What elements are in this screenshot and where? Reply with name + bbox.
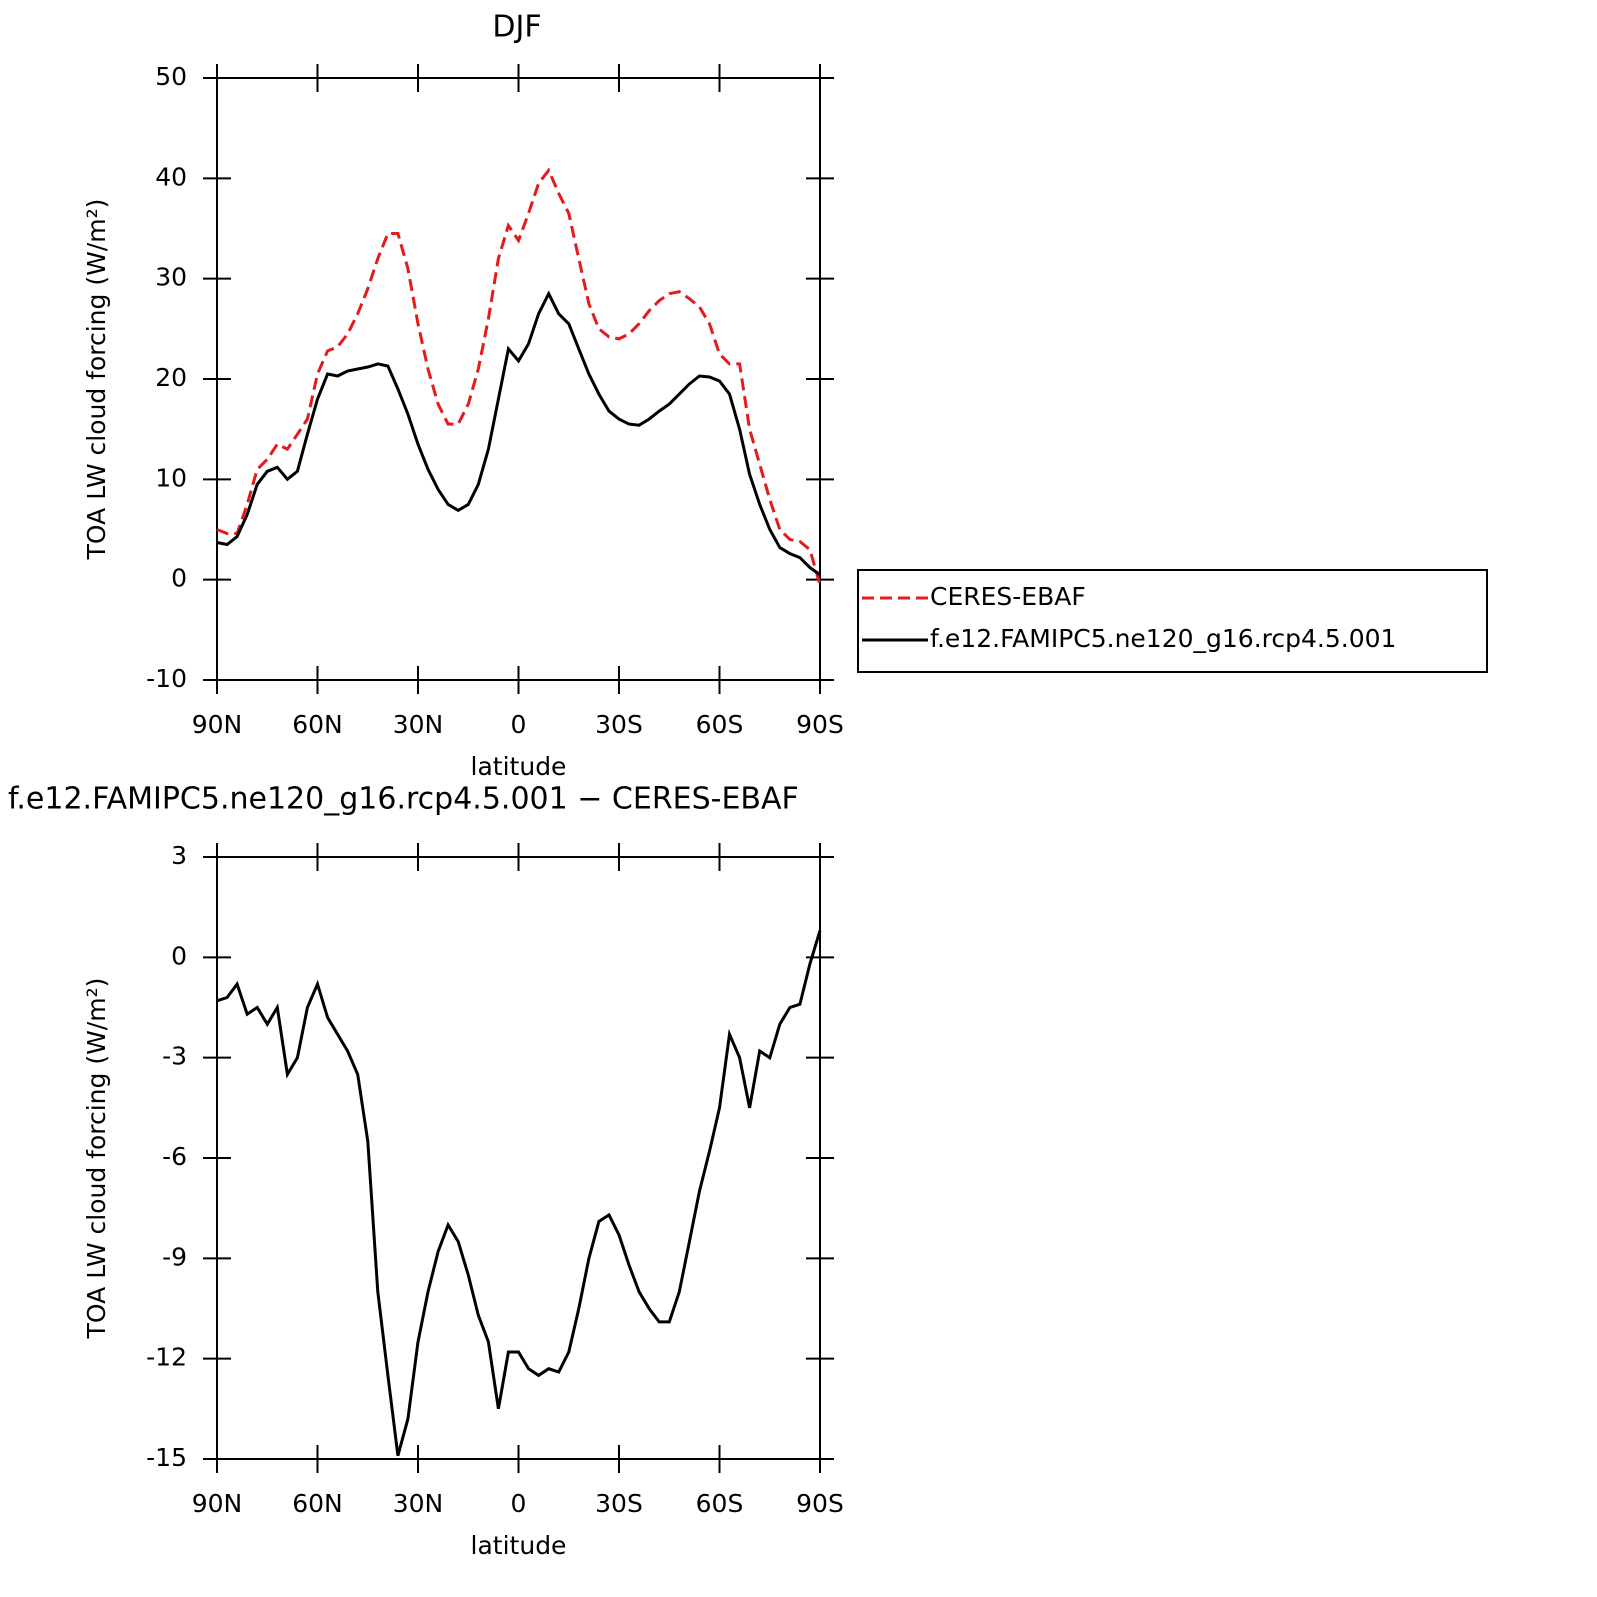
x-tick-label: 30N: [393, 1489, 444, 1518]
y-tick-label: 20: [155, 363, 187, 392]
y-tick-label: -15: [146, 1443, 187, 1472]
y-tick-label: 3: [171, 841, 187, 870]
y-tick-label: 0: [171, 941, 187, 970]
x-tick-label: 0: [511, 1489, 527, 1518]
x-tick-label: 60S: [696, 1489, 744, 1518]
y-tick-label: 0: [171, 564, 187, 593]
x-tick-label: 30S: [595, 1489, 643, 1518]
y-tick-label: -12: [146, 1343, 187, 1372]
x-axis-label: latitude: [471, 1531, 567, 1560]
y-axis-label: TOA LW cloud forcing (W/m²): [82, 199, 111, 561]
x-tick-label: 90N: [192, 1489, 243, 1518]
y-tick-label: 10: [155, 463, 187, 492]
x-tick-label: 60S: [696, 710, 744, 739]
x-tick-label: 30N: [393, 710, 444, 739]
plot-frame: [216, 77, 821, 681]
y-tick-label: -10: [146, 664, 187, 693]
data-line: [216, 930, 822, 1457]
y-tick-label: 30: [155, 263, 187, 292]
y-tick-label: -9: [162, 1242, 187, 1271]
x-tick-label: 90N: [192, 710, 243, 739]
x-tick-label: 60N: [292, 710, 343, 739]
plot-frame: [216, 856, 821, 1460]
y-axis-label: TOA LW cloud forcing (W/m²): [82, 978, 111, 1340]
x-axis-label: latitude: [471, 752, 567, 781]
x-tick-label: 60N: [292, 1489, 343, 1518]
legend-box: [857, 569, 1488, 673]
data-line: [216, 290, 821, 576]
y-tick-label: 50: [155, 62, 187, 91]
chart-title: DJF: [492, 10, 541, 45]
y-tick-label: -3: [162, 1042, 187, 1071]
y-tick-label: 40: [155, 162, 187, 191]
x-tick-label: 30S: [595, 710, 643, 739]
y-tick-label: -6: [162, 1142, 187, 1171]
x-tick-label: 90S: [796, 710, 844, 739]
x-tick-label: 90S: [796, 1489, 844, 1518]
data-line: [216, 167, 822, 586]
legend-label: CERES-EBAF: [930, 582, 1086, 611]
legend-label: f.e12.FAMIPC5.ne120_g16.rcp4.5.001: [930, 624, 1396, 653]
x-tick-label: 0: [511, 710, 527, 739]
chart-title: f.e12.FAMIPC5.ne120_g16.rcp4.5.001 − CER…: [8, 782, 799, 817]
